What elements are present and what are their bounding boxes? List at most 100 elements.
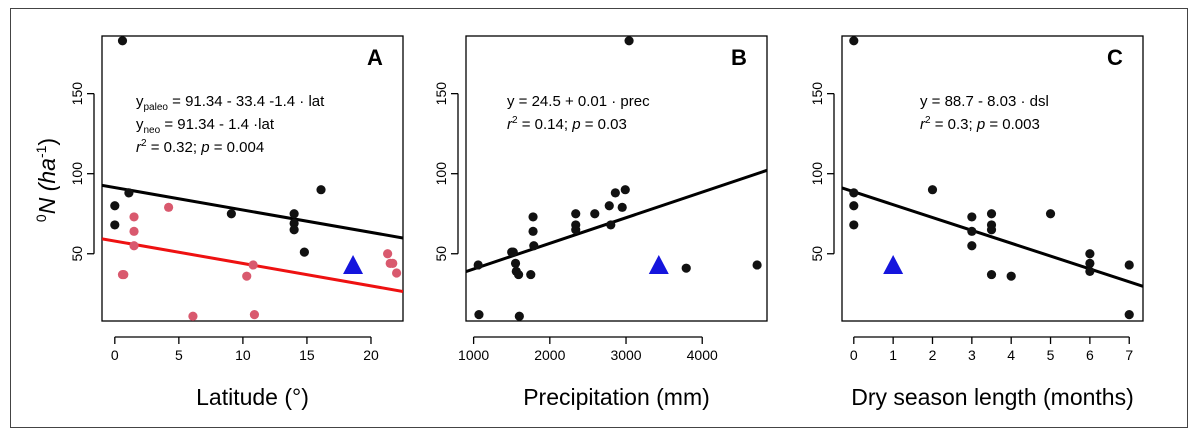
y-tick-label-c: 150: [809, 82, 825, 106]
data-point-b-sites: [473, 260, 483, 270]
annotation-a: r2 = 0.32; p = 0.004: [136, 138, 264, 156]
x-tick-label-b: 3000: [610, 347, 641, 363]
fit-line-a: [102, 183, 403, 240]
annotation-a: ypaleo = 91.34 - 33.4 -1.4 · lat: [136, 93, 325, 113]
x-tick-label-a: 5: [175, 347, 183, 363]
data-point-b-sites: [571, 209, 581, 219]
data-point-b-sites: [513, 269, 524, 280]
data-point-b-sites: [571, 225, 581, 235]
data-point-b-sites: [474, 309, 484, 320]
panel-letter-b: B: [731, 45, 747, 70]
plot-box-c: [841, 35, 1144, 322]
y-axis-title-sup: -1: [33, 145, 49, 158]
data-point-a-paleo: [129, 212, 139, 222]
data-point-c-sites: [849, 188, 859, 198]
x-tick-label-c: 1: [889, 347, 897, 363]
panel-letter-c: C: [1107, 45, 1123, 70]
data-point-a-neo: [289, 225, 299, 235]
data-point-a-paleo: [129, 241, 139, 251]
panel-letter-a: A: [367, 45, 383, 70]
x-axis-title-a: Latitude (°): [196, 384, 309, 410]
data-point-c-sites: [967, 212, 977, 222]
x-axis-title-c: Dry season length (months): [851, 384, 1134, 410]
triangle-marker-b: [648, 254, 669, 274]
data-point-c-sites: [986, 209, 997, 219]
data-point-b-sites: [606, 220, 616, 230]
data-point-a-neo: [289, 218, 299, 228]
data-point-b-sites: [590, 209, 600, 219]
data-point-c-sites: [967, 226, 977, 236]
y-axis-title-prefix: 0: [33, 214, 49, 222]
data-point-a-neo: [226, 209, 236, 219]
data-point-a-neo: [289, 209, 299, 219]
x-tick-label-c: 3: [968, 347, 976, 363]
data-point-a-paleo: [188, 311, 198, 321]
data-point-b-sites: [610, 188, 620, 198]
data-point-b-sites: [514, 311, 524, 321]
data-point-c-sites: [927, 185, 938, 195]
data-point-a-neo: [299, 247, 309, 257]
data-point-c-sites: [1085, 266, 1095, 276]
x-tick-label-b: 4000: [687, 347, 718, 363]
annotation-c: y = 88.7 - 8.03 · dsl: [920, 93, 1049, 110]
y-tick-label-a: 100: [69, 162, 85, 186]
data-point-c-sites: [967, 241, 977, 251]
panel-b: 1000 2000 3000 4000 Precipitation (mm) 50 100 1…: [433, 35, 768, 410]
x-tick-label-c: 2: [929, 347, 937, 363]
x-tick-label-a: 0: [111, 347, 119, 363]
panel-c: 0 1 2 3 4 5 6 7 Dry season length (months) 50 100 1…: [809, 35, 1144, 410]
data-point-b-sites: [526, 269, 536, 280]
data-point-b-sites: [620, 185, 630, 195]
y-tick-label-c: 50: [809, 246, 825, 262]
data-point-b-sites: [528, 212, 538, 222]
annotation-b: r2 = 0.14; p = 0.03: [507, 115, 627, 133]
data-point-c-sites: [986, 225, 997, 235]
plot-box-b: [465, 35, 768, 322]
data-point-b-sites: [528, 226, 538, 236]
annotation-b: y = 24.5 + 0.01 · prec: [507, 93, 650, 110]
x-tick-label-c: 6: [1086, 347, 1094, 363]
data-point-a-neo: [316, 185, 326, 195]
y-tick-label-b: 100: [433, 162, 449, 186]
y-axis-title: 0N (ha-1): [33, 138, 60, 222]
data-point-a-paleo: [383, 249, 393, 259]
data-point-a-paleo: [242, 271, 252, 281]
data-point-a-paleo: [248, 260, 258, 270]
data-point-b-sites: [681, 263, 691, 273]
data-point-a-paleo: [388, 258, 398, 268]
data-point-c-sites: [1085, 249, 1095, 259]
data-point-b-sites: [604, 201, 614, 211]
data-point-b-sites: [752, 260, 762, 270]
data-point-c-sites: [849, 201, 859, 211]
data-point-a-paleo: [119, 269, 129, 280]
data-point-a-paleo: [249, 309, 260, 320]
triangle-marker-c: [883, 254, 904, 274]
plot-box-a: [101, 35, 404, 322]
x-tick-label-a: 15: [299, 347, 315, 363]
y-tick-label-a: 150: [69, 82, 85, 106]
y-axis-title-base: N (ha: [34, 158, 60, 214]
x-tick-label-b: 1000: [458, 347, 489, 363]
data-point-a-paleo: [164, 202, 174, 212]
data-point-c-sites: [986, 269, 997, 280]
data-point-a-paleo: [391, 268, 402, 278]
x-tick-label-c: 0: [850, 347, 858, 363]
data-point-a-paleo: [129, 226, 139, 236]
data-point-c-sites: [1085, 258, 1095, 268]
x-tick-label-a: 10: [235, 347, 251, 363]
data-point-c-sites: [849, 36, 859, 46]
x-tick-label-a: 20: [363, 347, 379, 363]
y-tick-label-b: 50: [433, 246, 449, 262]
x-tick-label-c: 7: [1125, 347, 1133, 363]
triangle-marker-a: [343, 254, 364, 274]
data-point-b-sites: [529, 241, 539, 251]
y-tick-label-c: 100: [809, 162, 825, 186]
data-point-a-neo: [110, 220, 120, 230]
data-point-b-sites: [508, 247, 518, 257]
x-axis-title-b: Precipitation (mm): [523, 384, 710, 410]
data-point-c-sites: [849, 220, 859, 230]
data-point-a-neo: [117, 36, 128, 46]
data-point-a-neo: [110, 201, 120, 211]
